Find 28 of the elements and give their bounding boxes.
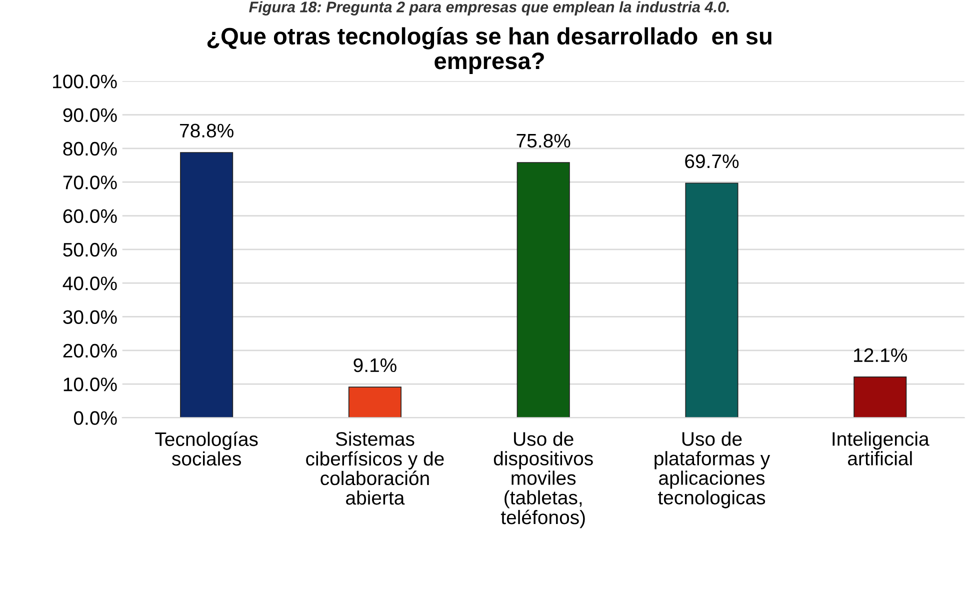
bar [516, 162, 570, 418]
data-label: 75.8% [516, 134, 570, 148]
text: Figura 18: Pregunta 2 para empresas que emplean la industria 4.0. [249, 1, 729, 16]
data-label: 9.1% [354, 358, 396, 372]
y-tick-label: 40.0% [62, 276, 117, 290]
y-tick-label: 30.0% [63, 310, 117, 324]
bar [854, 376, 907, 418]
data-label: 12.1% [854, 348, 907, 362]
data-label: 69.7% [685, 154, 739, 168]
bar [180, 152, 234, 418]
y-tick-label: 0.0% [74, 411, 117, 425]
y-tick-label: 90.0% [63, 108, 117, 122]
y-tick-label: 10.0% [64, 378, 117, 392]
y-tick-label: 60.0% [63, 209, 117, 223]
y-tick-label: 80.0% [63, 142, 117, 156]
data-label: 78.8% [180, 124, 234, 138]
x-tick-label: Inteligencia artificial [832, 432, 930, 466]
x-tick-label: Uso de dispositivos moviles (tabletas, teléfonos) [494, 432, 593, 528]
x-tick-label: Sistemas ciberfísicos y de colaboración abierta [306, 432, 444, 505]
y-tick-label: 50.0% [63, 242, 117, 257]
x-tick-label: Uso de plataformas y aplicaciones tecnologicas [654, 432, 770, 508]
chart-title: ¿Que otras tecnologías se han desarrollado en su empresa? [207, 27, 772, 74]
y-tick-label: 70.0% [63, 176, 117, 190]
x-tick-label: Tecnologías sociales [155, 432, 258, 466]
bar [685, 182, 738, 418]
y-tick-label: 20.0% [63, 344, 117, 358]
y-tick-label: 100.0% [53, 74, 117, 88]
bar [348, 386, 402, 418]
